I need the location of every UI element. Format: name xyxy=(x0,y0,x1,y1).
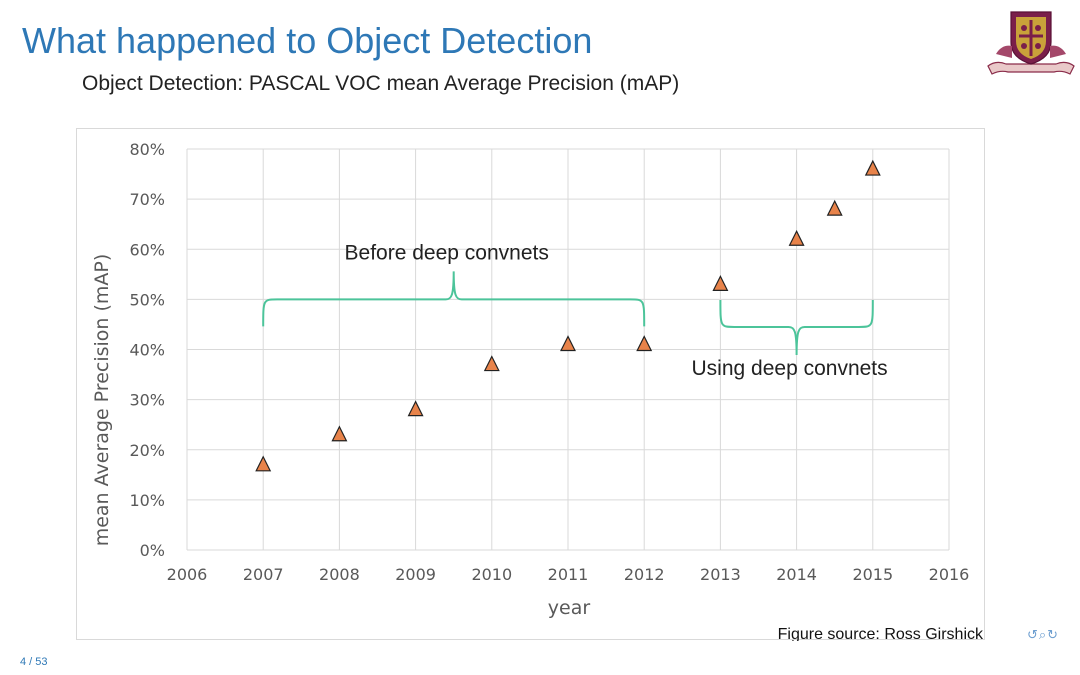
x-tick-label: 2016 xyxy=(929,565,970,584)
annotation-label-1: Before deep convnets xyxy=(345,241,549,264)
y-axis-label: mean Average Precision (mAP) xyxy=(91,254,113,547)
y-tick-label: 20% xyxy=(129,441,165,460)
y-tick-label: 0% xyxy=(140,541,165,560)
annotation-label-2: Using deep convnets xyxy=(692,357,888,380)
y-tick-labels: 0% 10% 20% 30% 40% 50% 60% 70% 80% xyxy=(129,140,165,560)
figure-source: Figure source: Ross Girshick xyxy=(778,626,984,641)
data-point-triangle xyxy=(826,199,843,216)
bracket-annotations: Before deep convnets Using deep convnets xyxy=(262,241,888,380)
x-tick-label: 2011 xyxy=(548,565,589,584)
slide-subtitle: Object Detection: PASCAL VOC mean Averag… xyxy=(82,72,680,95)
x-tick-label: 2010 xyxy=(471,565,512,584)
data-points xyxy=(255,159,881,472)
chart-frame: 0% 10% 20% 30% 40% 50% 60% 70% 80% 2006 2007 2008 2… xyxy=(76,128,985,641)
y-tick-label: 40% xyxy=(129,341,165,360)
x-tick-label: 2006 xyxy=(167,565,208,584)
annotation-bracket-1 xyxy=(262,271,646,327)
x-axis-label: year xyxy=(548,597,591,619)
y-tick-label: 80% xyxy=(129,140,165,159)
y-tick-label: 70% xyxy=(129,190,165,209)
x-tick-label: 2015 xyxy=(852,565,893,584)
x-tick-label: 2012 xyxy=(624,565,665,584)
x-tick-labels: 2006 2007 2008 2009 2010 2011 2012 2013 2014 2015… xyxy=(167,565,970,584)
x-tick-label: 2009 xyxy=(395,565,436,584)
slide-title: What happened to Object Detection xyxy=(22,20,593,61)
x-tick-label: 2007 xyxy=(243,565,284,584)
data-point-triangle xyxy=(788,229,805,246)
data-point-triangle xyxy=(712,274,729,291)
beamer-navigation-icon[interactable]: ↺⌕↻ xyxy=(1027,628,1060,643)
y-tick-label: 60% xyxy=(129,240,165,259)
x-tick-label: 2014 xyxy=(776,565,817,584)
page-number: 4 / 53 xyxy=(20,656,48,668)
map-scatter-chart: 0%10%20%30%40%50%60%70%80% 2006 2007 2008 2… xyxy=(91,140,984,641)
y-tick-label: 10% xyxy=(129,491,165,510)
data-point-triangle xyxy=(331,425,348,442)
data-point-triangle xyxy=(255,455,272,472)
x-tick-label: 2008 xyxy=(319,565,360,584)
y-tick-label: 50% xyxy=(129,290,165,309)
university-crest-icon xyxy=(987,11,1075,75)
y-tick-label: 30% xyxy=(129,391,165,410)
data-point-triangle xyxy=(864,159,881,176)
data-point-triangle xyxy=(560,335,576,352)
x-tick-label: 2013 xyxy=(700,565,741,584)
data-point-triangle xyxy=(483,355,500,372)
data-point-triangle xyxy=(636,335,653,352)
data-point-triangle xyxy=(407,400,424,417)
